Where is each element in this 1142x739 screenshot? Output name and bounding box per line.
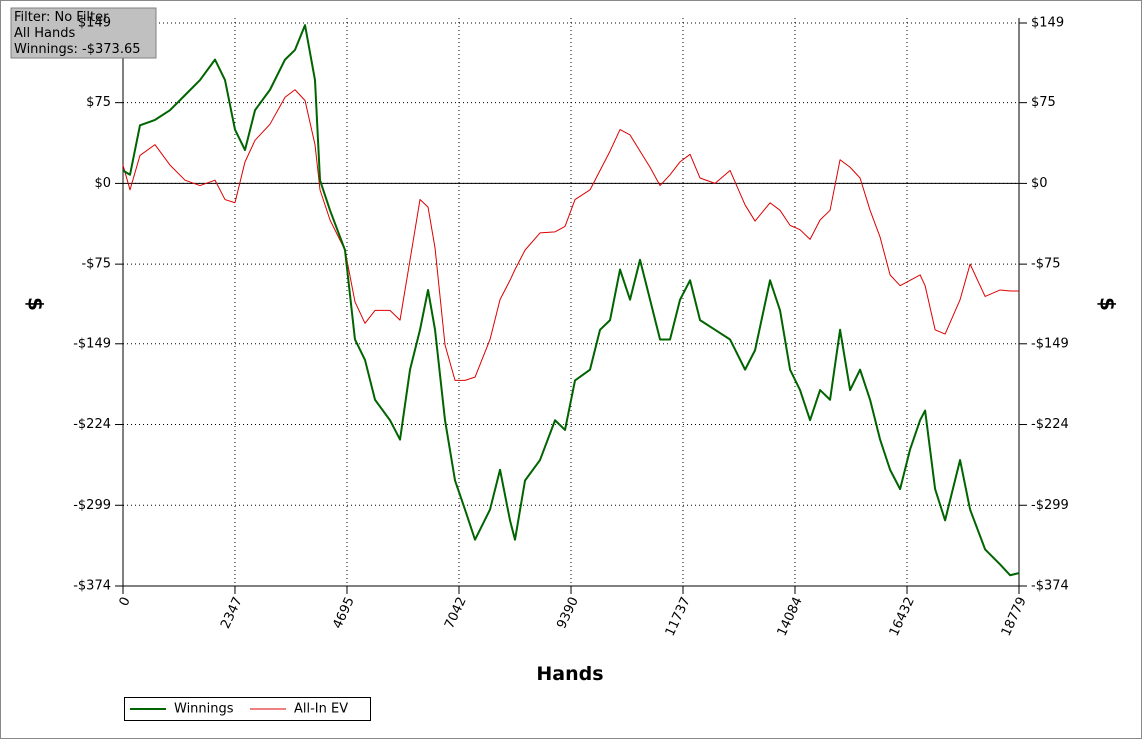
y2-axis-label: $: [1096, 297, 1120, 311]
info-text: Winnings: -$373.65: [14, 42, 141, 57]
info-text: Filter: No Filter: [14, 10, 109, 25]
y-tick-label: -$374: [73, 579, 111, 594]
y-tick-label: -$75: [81, 257, 111, 272]
y2-tick-label: $0: [1031, 176, 1048, 191]
legend-label: Winnings: [174, 702, 234, 717]
y2-tick-label: -$224: [1031, 417, 1069, 432]
series-line: [122, 89, 1019, 381]
info-text: All Hands: [14, 26, 75, 41]
series-line: [122, 24, 1020, 577]
y2-tick-label: -$149: [1031, 336, 1069, 351]
info-box: [10, 7, 157, 59]
y2-tick-label: $75: [1031, 95, 1056, 110]
y-tick-label: -$299: [73, 498, 111, 513]
legend-label: All-In EV: [294, 702, 348, 717]
y-axis-label: $: [24, 297, 48, 311]
y-tick-label: -$149: [73, 336, 111, 351]
y2-tick-label: -$374: [1031, 579, 1069, 594]
y2-tick-label: -$75: [1031, 257, 1061, 272]
y-tick-label: -$224: [73, 417, 111, 432]
x-axis-label: Hands: [536, 663, 603, 685]
plot-area: [115, 18, 1027, 594]
y-tick-label: $149: [78, 16, 111, 31]
y-tick-label: $75: [86, 95, 111, 110]
y-tick-label: $0: [94, 176, 111, 191]
y2-tick-label: -$299: [1031, 498, 1069, 513]
legend: Winnings All-In EV: [124, 697, 371, 721]
legend-box: [124, 697, 371, 721]
y2-tick-label: $149: [1031, 16, 1064, 31]
